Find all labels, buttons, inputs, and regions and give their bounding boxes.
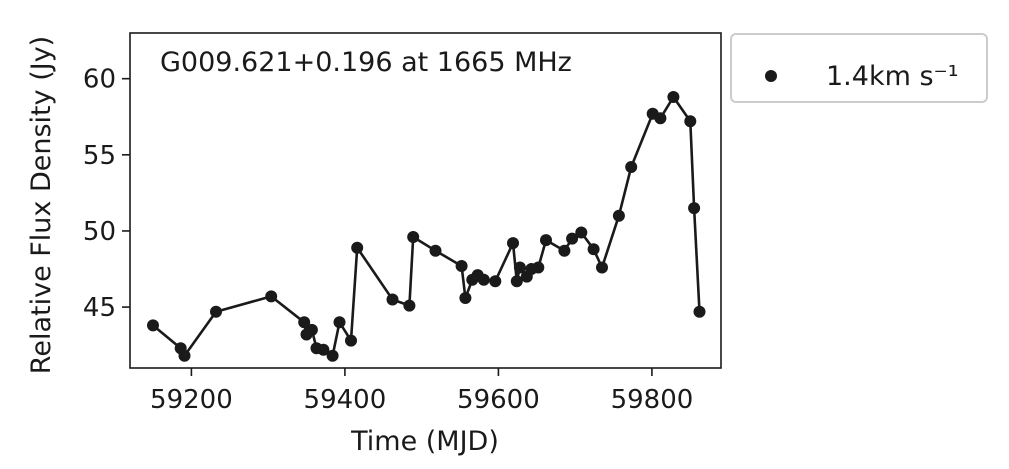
data-point [333, 316, 346, 329]
data-point [507, 237, 519, 250]
data-point [693, 305, 706, 318]
data-point [459, 292, 472, 304]
data-point [407, 231, 420, 243]
x-axis-label: Time (MJD) [350, 426, 499, 457]
chart-annotation: G009.621+0.196 at 1665 MHz [160, 47, 572, 78]
data-point [477, 273, 490, 286]
data-point [540, 234, 552, 247]
legend-frame [730, 33, 988, 103]
data-point [596, 261, 608, 274]
y-axis-ticks: 45 50 55 60 [83, 65, 130, 323]
data-point [513, 261, 526, 274]
data-point [317, 343, 330, 356]
data-point [587, 243, 600, 256]
data-point [351, 241, 364, 254]
data-point [429, 244, 442, 257]
data-point [178, 349, 191, 362]
data-point [345, 334, 357, 347]
data-point [147, 319, 159, 332]
y-axis-label: Relative Flux Density (Jy) [26, 36, 57, 374]
x-tick-label: 59200 [150, 385, 233, 415]
data-point [305, 323, 318, 336]
data-point [566, 232, 579, 245]
x-axis-ticks: 59200 59400 59600 59800 [150, 368, 693, 415]
data-point [265, 290, 278, 303]
data-point [558, 244, 571, 257]
data-point [654, 112, 667, 125]
data-point [510, 275, 523, 288]
plot-area [129, 32, 722, 369]
y-tick-label: 45 [83, 293, 116, 323]
data-point [455, 260, 468, 272]
data-point [210, 305, 222, 318]
y-tick-label: 55 [83, 141, 116, 171]
legend-entry-label: 1.4km s⁻¹ [826, 61, 959, 92]
data-point [612, 209, 625, 222]
x-tick-label: 59400 [304, 385, 387, 415]
data-point [386, 293, 399, 306]
series-points [147, 91, 706, 362]
data-point [403, 299, 416, 312]
data-point [489, 275, 502, 288]
data-point [625, 161, 638, 173]
x-tick-label: 59800 [611, 385, 694, 415]
data-point [575, 226, 588, 239]
data-point [532, 261, 545, 274]
data-point [298, 316, 311, 329]
data-point [667, 91, 680, 103]
legend: 1.4km s⁻¹ [730, 33, 988, 103]
data-point [684, 115, 697, 128]
y-tick-label: 60 [83, 65, 116, 95]
y-tick-label: 50 [83, 217, 116, 247]
data-point [326, 349, 339, 362]
data-point [688, 202, 701, 215]
legend-marker [765, 70, 777, 82]
x-tick-label: 59600 [457, 385, 540, 415]
